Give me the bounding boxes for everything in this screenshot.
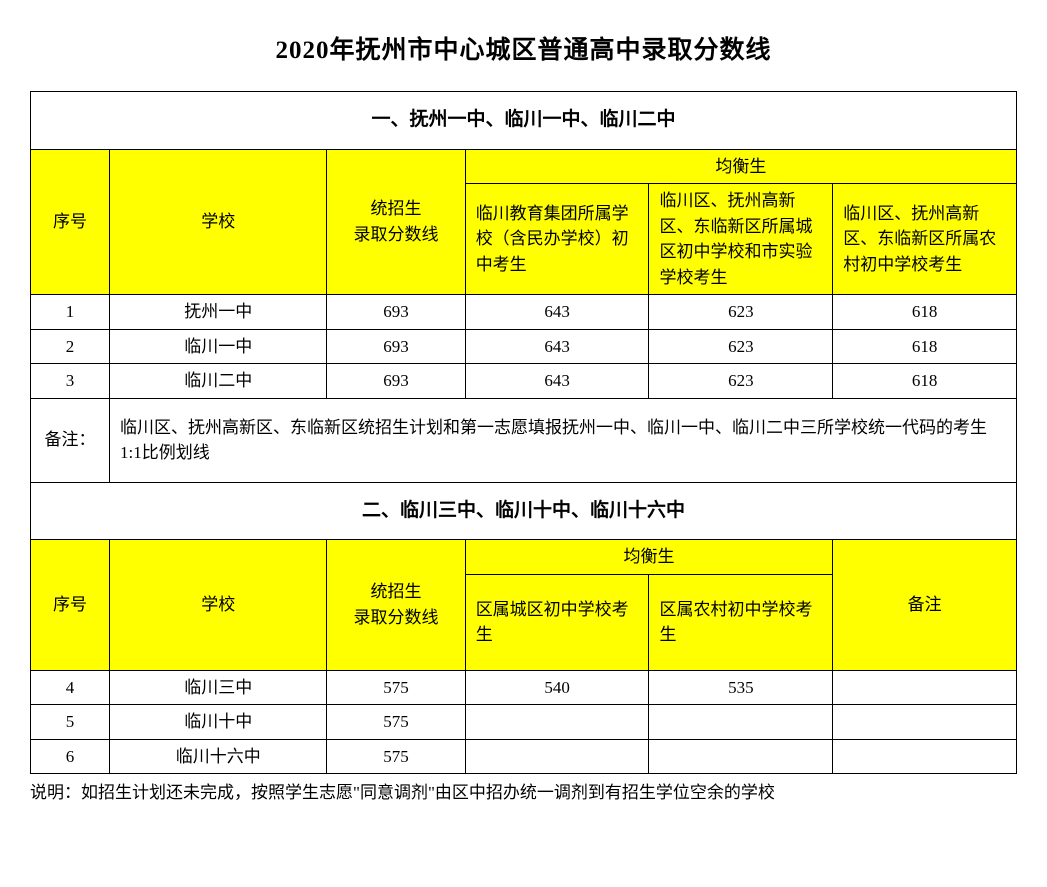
footer-note: 说明：如招生计划还未完成，按照学生志愿"同意调剂"由区中招办统一调剂到有招生学位… (30, 778, 1017, 803)
table-row: 2 临川一中 693 643 623 618 (31, 329, 1017, 364)
section1-heading: 一、抚州一中、临川一中、临川二中 (31, 92, 1017, 150)
cell-score: 693 (327, 364, 465, 399)
cell-school: 抚州一中 (110, 295, 327, 330)
h-b2: 区属农村初中学校考生 (649, 574, 833, 670)
cell-school: 临川三中 (110, 670, 327, 705)
cell-b1 (465, 705, 649, 740)
cell-school: 临川一中 (110, 329, 327, 364)
cell-b2: 623 (649, 364, 833, 399)
cell-school: 临川二中 (110, 364, 327, 399)
cell-b3: 618 (833, 295, 1017, 330)
section2-heading: 二、临川三中、临川十中、临川十六中 (31, 482, 1017, 540)
note-label: 备注： (31, 398, 110, 482)
table-row: 1 抚州一中 693 643 623 618 (31, 295, 1017, 330)
h-b3: 临川区、抚州高新区、东临新区所属农村初中学校考生 (833, 184, 1017, 295)
cell-b2: 535 (649, 670, 833, 705)
cell-index: 3 (31, 364, 110, 399)
cell-school: 临川十中 (110, 705, 327, 740)
h-b1: 区属城区初中学校考生 (465, 574, 649, 670)
note-row: 备注： 临川区、抚州高新区、东临新区统招生计划和第一志愿填报抚州一中、临川一中、… (31, 398, 1017, 482)
cell-b3: 618 (833, 329, 1017, 364)
note-text: 临川区、抚州高新区、东临新区统招生计划和第一志愿填报抚州一中、临川一中、临川二中… (110, 398, 1017, 482)
h-balance: 均衡生 (465, 540, 833, 575)
cell-score: 575 (327, 670, 465, 705)
h-score: 统招生 录取分数线 (327, 540, 465, 671)
table-row: 5 临川十中 575 (31, 705, 1017, 740)
h-school: 学校 (110, 540, 327, 671)
cell-remark (833, 705, 1017, 740)
cell-b2 (649, 739, 833, 774)
h-b1: 临川教育集团所属学校（含民办学校）初中考生 (465, 184, 649, 295)
table-row: 3 临川二中 693 643 623 618 (31, 364, 1017, 399)
cell-index: 4 (31, 670, 110, 705)
h-balance: 均衡生 (465, 149, 1016, 184)
cell-score: 575 (327, 739, 465, 774)
h-score: 统招生 录取分数线 (327, 149, 465, 295)
h-b2: 临川区、抚州高新区、东临新区所属城区初中学校和市实验学校考生 (649, 184, 833, 295)
cell-index: 6 (31, 739, 110, 774)
cell-school: 临川十六中 (110, 739, 327, 774)
h-index: 序号 (31, 149, 110, 295)
score-table: 一、抚州一中、临川一中、临川二中 序号 学校 统招生 录取分数线 均衡生 临川教… (30, 91, 1017, 774)
cell-b1 (465, 739, 649, 774)
h-school: 学校 (110, 149, 327, 295)
cell-b1: 643 (465, 329, 649, 364)
cell-b1: 540 (465, 670, 649, 705)
cell-remark (833, 739, 1017, 774)
cell-b3: 618 (833, 364, 1017, 399)
cell-index: 1 (31, 295, 110, 330)
cell-index: 2 (31, 329, 110, 364)
cell-b2 (649, 705, 833, 740)
cell-score: 693 (327, 329, 465, 364)
cell-b2: 623 (649, 329, 833, 364)
h-index: 序号 (31, 540, 110, 671)
page-title: 2020年抚州市中心城区普通高中录取分数线 (30, 30, 1017, 66)
table-row: 6 临川十六中 575 (31, 739, 1017, 774)
cell-b1: 643 (465, 295, 649, 330)
cell-b1: 643 (465, 364, 649, 399)
cell-score: 693 (327, 295, 465, 330)
table-row: 4 临川三中 575 540 535 (31, 670, 1017, 705)
cell-index: 5 (31, 705, 110, 740)
cell-score: 575 (327, 705, 465, 740)
cell-remark (833, 670, 1017, 705)
h-remark: 备注 (833, 540, 1017, 671)
cell-b2: 623 (649, 295, 833, 330)
